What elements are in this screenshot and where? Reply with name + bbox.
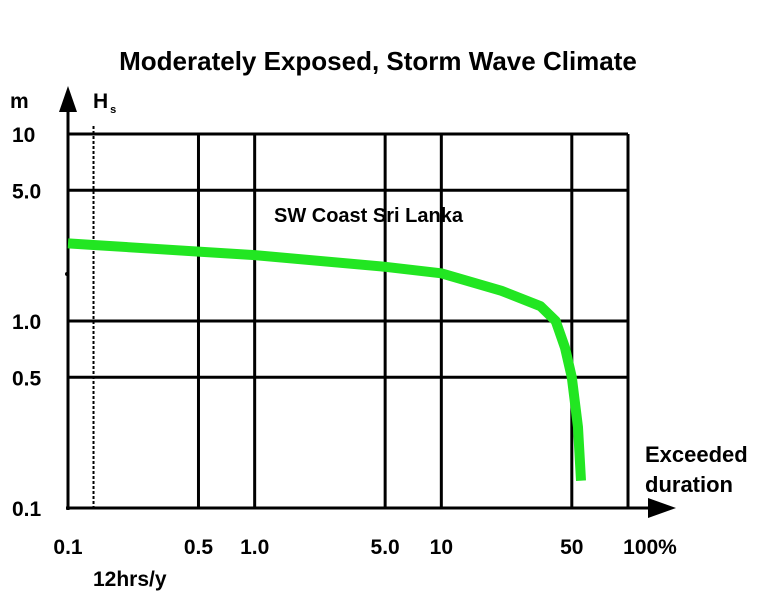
y-axis-unit: m (10, 90, 29, 113)
y-axis-label-main: H (93, 90, 108, 113)
x-axis-label-line2: duration (645, 472, 733, 497)
y-tick-label: 10 (12, 124, 35, 147)
y-tick-label: 5.0 (12, 180, 41, 203)
axes (59, 86, 676, 518)
y-tick-label: 0.1 (12, 498, 42, 521)
series-group (67, 238, 586, 481)
x-axis-label-line1: Exceeded (645, 442, 748, 467)
x-tick-label: 5.0 (371, 536, 400, 559)
grid (68, 126, 630, 508)
tick-labels: 0.1 0.5 1.0 5.0 10 50 100% 0.1 0.5 1.0 5.0 10 (12, 124, 677, 559)
y-axis-arrow (59, 86, 77, 112)
x-axis-arrow (648, 498, 676, 518)
annotation-label: SW Coast Sri Lanka (274, 205, 464, 227)
chart-title: Moderately Exposed, Storm Wave Climate (119, 46, 637, 76)
y-tick-label: 0.5 (12, 367, 42, 390)
series-line (67, 238, 586, 481)
x-tick-label: 100% (623, 536, 677, 559)
y-axis-dot (65, 272, 69, 276)
reference-line-label: 12hrs/y (93, 568, 167, 591)
y-tick-label: 1.0 (12, 311, 41, 334)
x-tick-label: 0.1 (53, 536, 83, 559)
x-tick-label: 0.5 (184, 536, 214, 559)
x-tick-label: 10 (430, 536, 453, 559)
y-axis-label-sub: s (110, 104, 116, 116)
x-tick-label: 50 (560, 536, 583, 559)
x-tick-label: 1.0 (240, 536, 269, 559)
